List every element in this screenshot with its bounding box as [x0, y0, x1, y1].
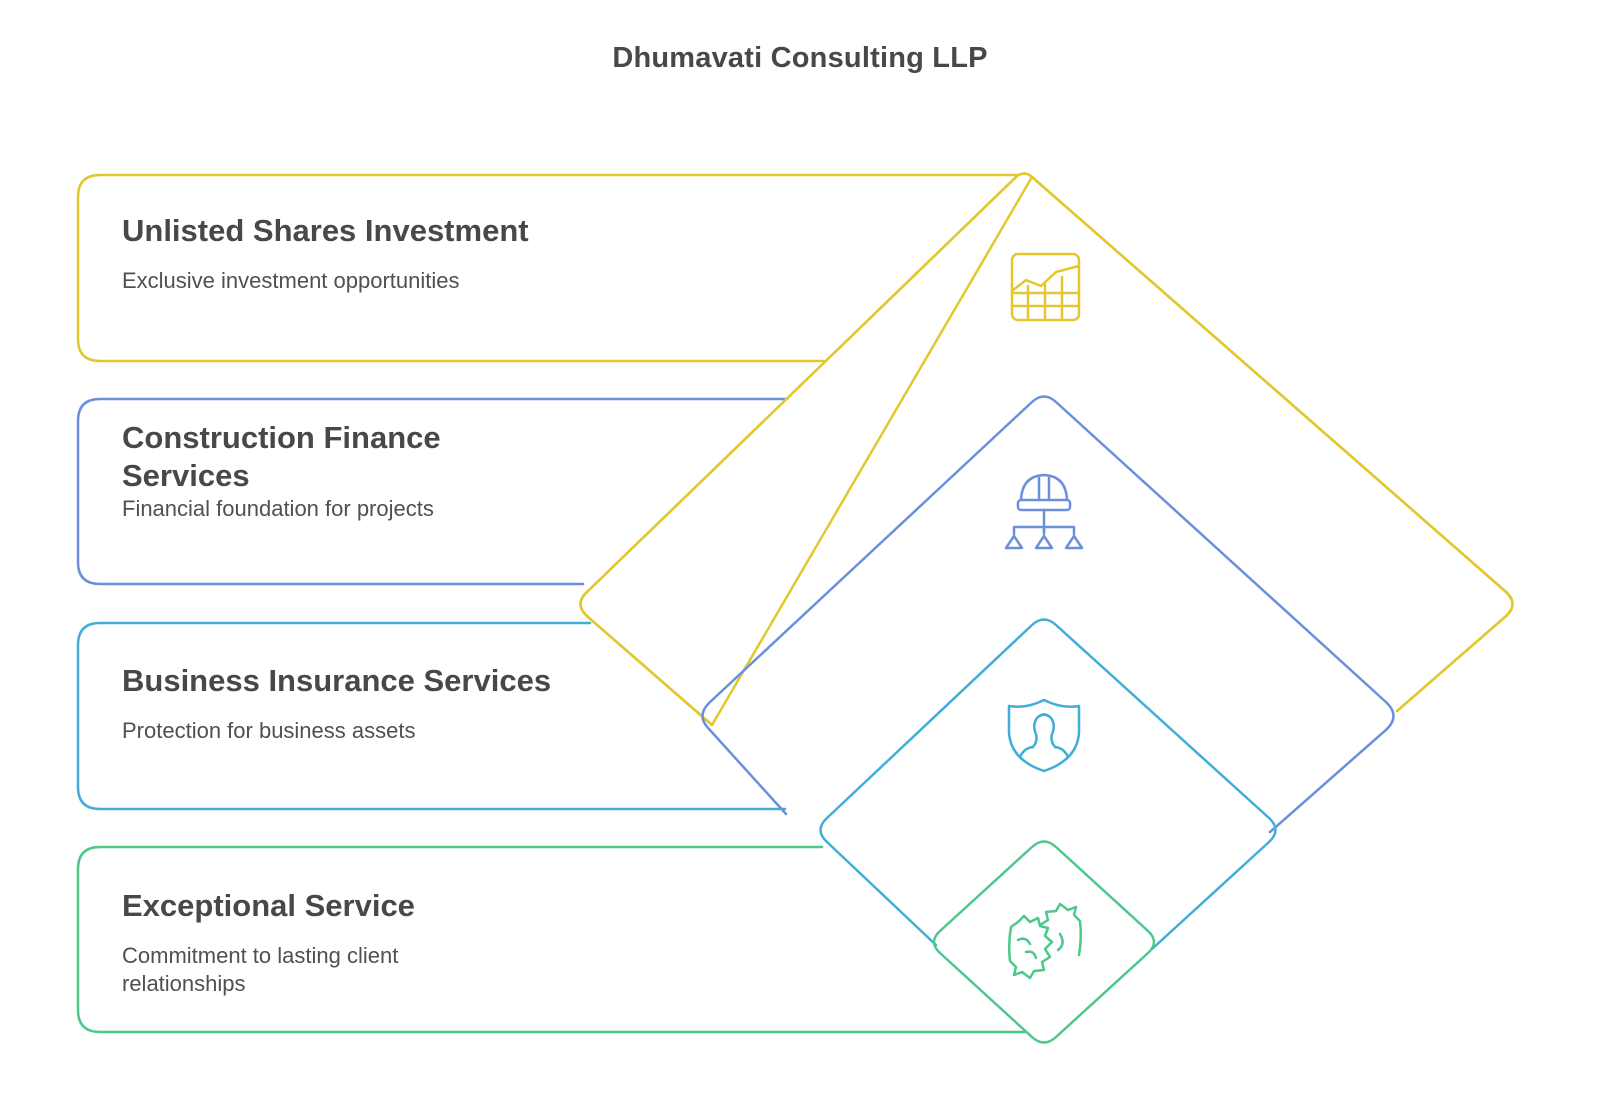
card-unlisted-shares [76, 173, 1019, 363]
card-exceptional-service [76, 845, 1027, 1034]
item-unlisted-shares: Unlisted Shares Investment Exclusive inv… [122, 212, 562, 295]
item-description: Exclusive investment opportunities [122, 268, 460, 293]
shield-person-icon [1007, 698, 1081, 773]
handshake-icon [1007, 902, 1083, 980]
diamond-construction-finance [701, 395, 1395, 834]
hardhat-hierarchy-icon [1004, 473, 1084, 550]
diagram-title: Dhumavati Consulting LLP [612, 42, 988, 74]
item-title: Business Insurance Services [122, 663, 552, 698]
diamond-exceptional-service [932, 840, 1156, 1044]
item-title: Exceptional Service [122, 888, 415, 923]
item-business-insurance: Business Insurance Services Protection f… [122, 662, 562, 745]
diamond-unlisted-shares [579, 172, 1514, 727]
growth-chart-icon [1010, 252, 1081, 322]
card-construction-finance [76, 397, 789, 586]
item-description: Financial foundation for projects [122, 496, 434, 521]
item-construction-finance: Construction Finance Services Financial … [122, 419, 562, 523]
item-exceptional-service: Exceptional Service Commitment to lastin… [122, 887, 562, 998]
diamond-business-insurance [819, 618, 1277, 951]
item-title: Unlisted Shares Investment [122, 213, 529, 248]
item-description: Protection for business assets [122, 718, 416, 743]
item-title: Construction Finance Services [122, 420, 441, 493]
item-description: Commitment to lasting client relationshi… [122, 943, 399, 996]
card-business-insurance [76, 621, 787, 811]
